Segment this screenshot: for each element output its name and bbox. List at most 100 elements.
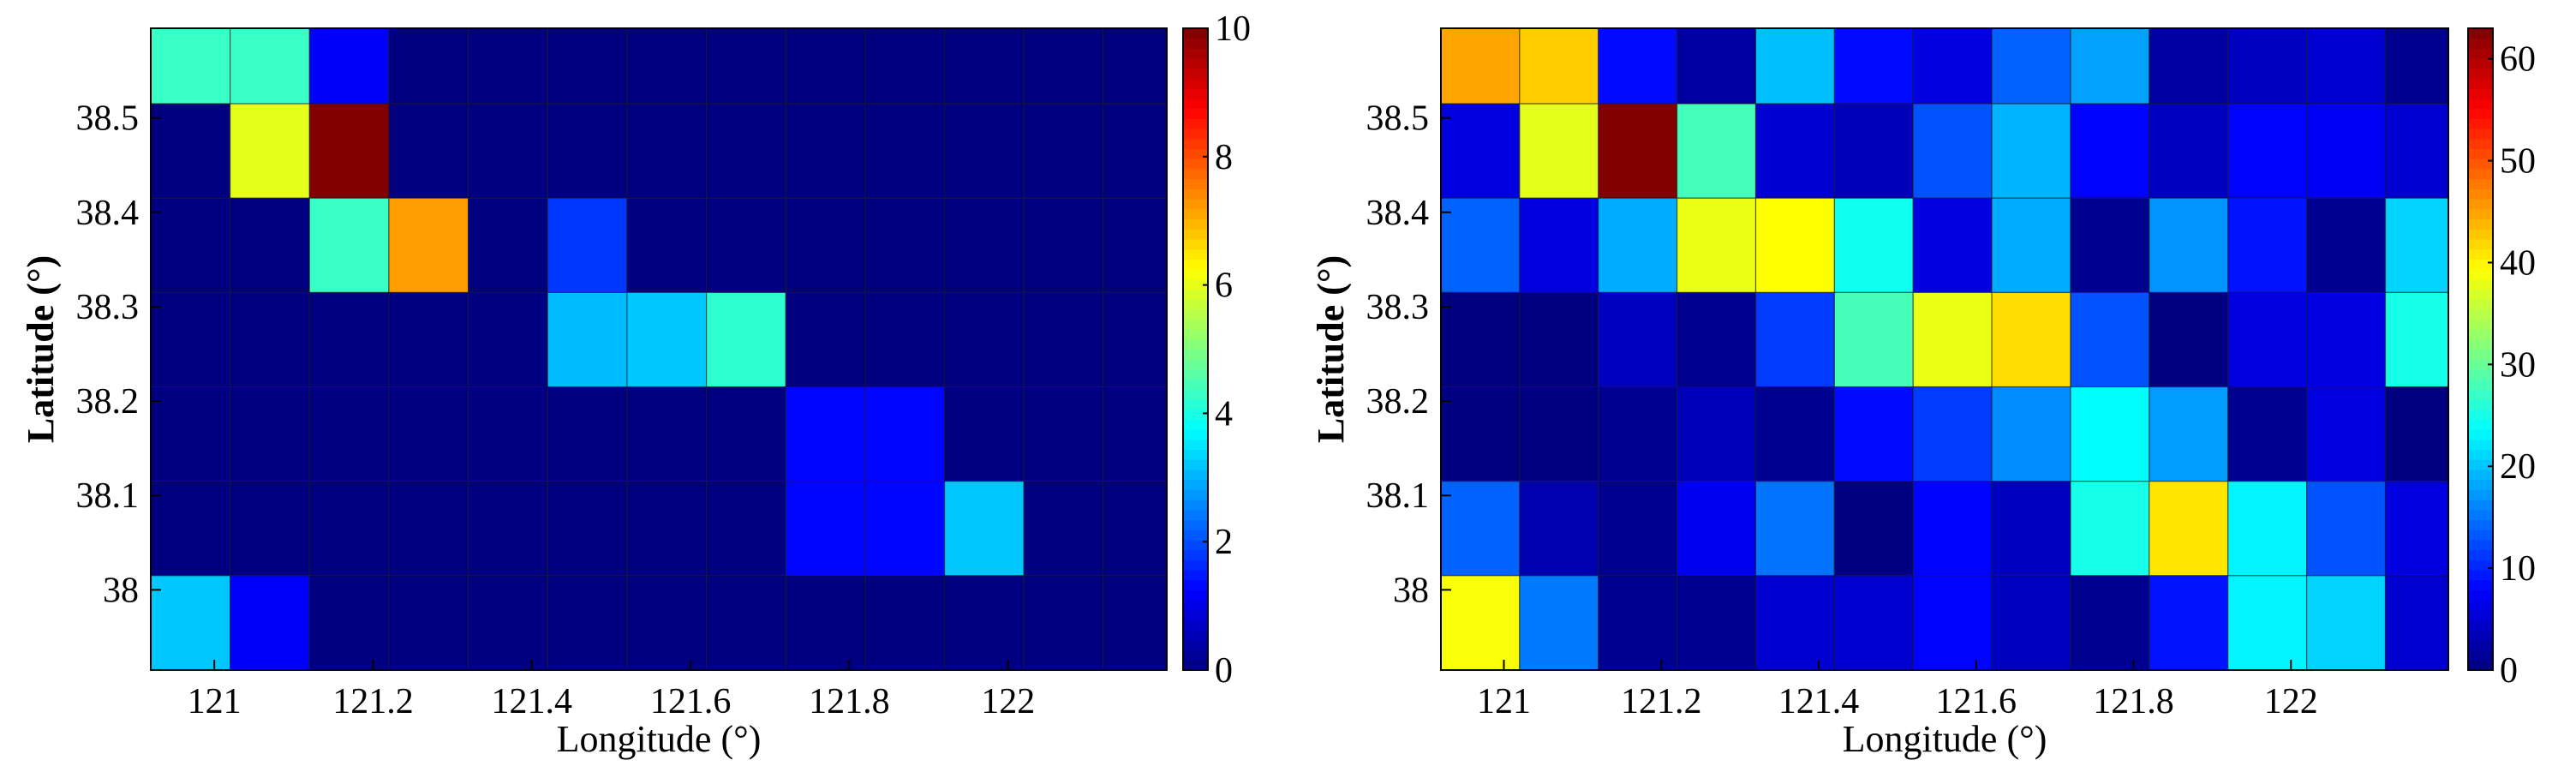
- colorbar-segment: [2468, 108, 2493, 119]
- colorbar-segment: [1183, 129, 1208, 140]
- heatmap-cell: [2306, 481, 2387, 577]
- heatmap-cell: [705, 197, 786, 294]
- heatmap-cell: [547, 481, 628, 577]
- colorbar-segment: [2468, 569, 2493, 581]
- heatmap-cell: [705, 27, 786, 105]
- colorbar-segment: [1183, 88, 1208, 99]
- y-tick-label: 38.3: [1366, 288, 1430, 327]
- heatmap-cell: [1676, 575, 1757, 671]
- heatmap-cell: [1023, 291, 1104, 388]
- colorbar-segment: [1183, 519, 1208, 530]
- y-tick-label: 38: [1393, 571, 1429, 610]
- colorbar-segment: [2468, 560, 2493, 571]
- heatmap-cell: [785, 197, 866, 294]
- heatmap-cell: [2306, 103, 2387, 199]
- heatmap-cell: [1103, 197, 1168, 294]
- colorbar-segment: [2468, 68, 2493, 80]
- heatmap-cell: [1991, 481, 2071, 577]
- colorbar-segment: [2468, 639, 2493, 651]
- y-tick-label: 38.5: [76, 99, 140, 139]
- heatmap-cell: [2227, 103, 2308, 199]
- heatmap-cell: [705, 103, 786, 199]
- colorbar-segment: [2468, 439, 2493, 451]
- colorbar-tick-label: 50: [2500, 142, 2536, 182]
- heatmap-cell: [150, 103, 231, 199]
- colorbar-tick-label: 2: [1215, 523, 1233, 562]
- heatmap-cell: [785, 481, 866, 577]
- heatmap-cell: [1991, 291, 2071, 388]
- heatmap-cell: [1833, 291, 1914, 388]
- heatmap-cell: [2384, 386, 2449, 482]
- colorbar-segment: [2468, 88, 2493, 99]
- heatmap-cell: [943, 197, 1025, 294]
- heatmap-cell: [626, 291, 708, 388]
- x-tick-label: 121.4: [1778, 682, 1860, 721]
- x-axis-label: Longitude (°): [557, 718, 762, 760]
- colorbar-segment: [1183, 159, 1208, 170]
- heatmap-cell: [547, 103, 628, 199]
- heatmap-cell: [2384, 197, 2449, 294]
- heatmap-cell: [943, 291, 1025, 388]
- heatmap-cell: [2227, 481, 2308, 577]
- heatmap-cell: [1912, 481, 1993, 577]
- colorbar-segment: [2468, 148, 2493, 159]
- heatmap-cell: [1754, 197, 1835, 294]
- colorbar-segment: [2468, 349, 2493, 360]
- heatmap-cell: [1912, 27, 1993, 105]
- heatmap-cell: [2227, 386, 2308, 482]
- heatmap-cell: [2149, 27, 2229, 105]
- heatmap-cell: [2149, 291, 2229, 388]
- heatmap-cell: [2227, 27, 2308, 105]
- heatmap-cell: [864, 197, 946, 294]
- heatmap-cell: [2306, 291, 2387, 388]
- heatmap-cell: [1598, 291, 1678, 388]
- y-tick-label: 38: [103, 571, 139, 610]
- y-tick-label: 38.5: [1366, 99, 1430, 139]
- heatmap-cell: [1103, 575, 1168, 671]
- heatmap-cell: [1754, 575, 1835, 671]
- heatmap-cell: [468, 197, 548, 294]
- colorbar-segment: [2468, 118, 2493, 129]
- heatmap-cell: [2070, 103, 2150, 199]
- heatmap-cell: [308, 386, 390, 482]
- heatmap-cell: [1023, 27, 1104, 105]
- colorbar-segment: [1183, 319, 1208, 330]
- colorbar-segment: [2468, 549, 2493, 560]
- colorbar-segment: [1183, 268, 1208, 280]
- colorbar-segment: [1183, 600, 1208, 611]
- heatmap-cell: [2306, 575, 2387, 671]
- heatmap-cell: [943, 575, 1025, 671]
- colorbar-segment: [1183, 58, 1208, 69]
- colorbar-segment: [2468, 368, 2493, 380]
- heatmap-cell: [2070, 481, 2150, 577]
- colorbar-segment: [1183, 68, 1208, 80]
- colorbar-segment: [1183, 409, 1208, 421]
- heatmap-cell: [2149, 481, 2229, 577]
- colorbar-segment: [1183, 489, 1208, 500]
- heatmap-cell: [2384, 291, 2449, 388]
- heatmap-cell: [1103, 103, 1168, 199]
- heatmap-cell: [1676, 481, 1757, 577]
- heatmap-cell: [388, 27, 469, 105]
- colorbar-segment: [1183, 108, 1208, 119]
- colorbar: 0 2 4 6 8 10: [1182, 9, 1251, 691]
- colorbar-tick-label: 60: [2500, 40, 2536, 80]
- heatmap-cell: [2149, 575, 2229, 671]
- colorbar-frame: [2467, 27, 2494, 671]
- heatmap-cell: [388, 386, 469, 482]
- heatmap-cell: [547, 27, 628, 105]
- heatmap-cell: [943, 386, 1025, 482]
- colorbar-segment: [2468, 38, 2493, 50]
- colorbar-segment: [1183, 399, 1208, 410]
- heatmap-cell: [1676, 197, 1757, 294]
- heatmap-cell: [1912, 291, 1993, 388]
- heatmap-cell: [2070, 575, 2150, 671]
- heatmap-cell: [388, 575, 469, 671]
- colorbar-segment: [2468, 539, 2493, 551]
- colorbar-segment: [1183, 168, 1208, 180]
- colorbar-tick-label: 10: [2500, 549, 2536, 589]
- colorbar-segment: [2468, 429, 2493, 440]
- colorbar-segment: [2468, 98, 2493, 110]
- colorbar-segment: [1183, 278, 1208, 290]
